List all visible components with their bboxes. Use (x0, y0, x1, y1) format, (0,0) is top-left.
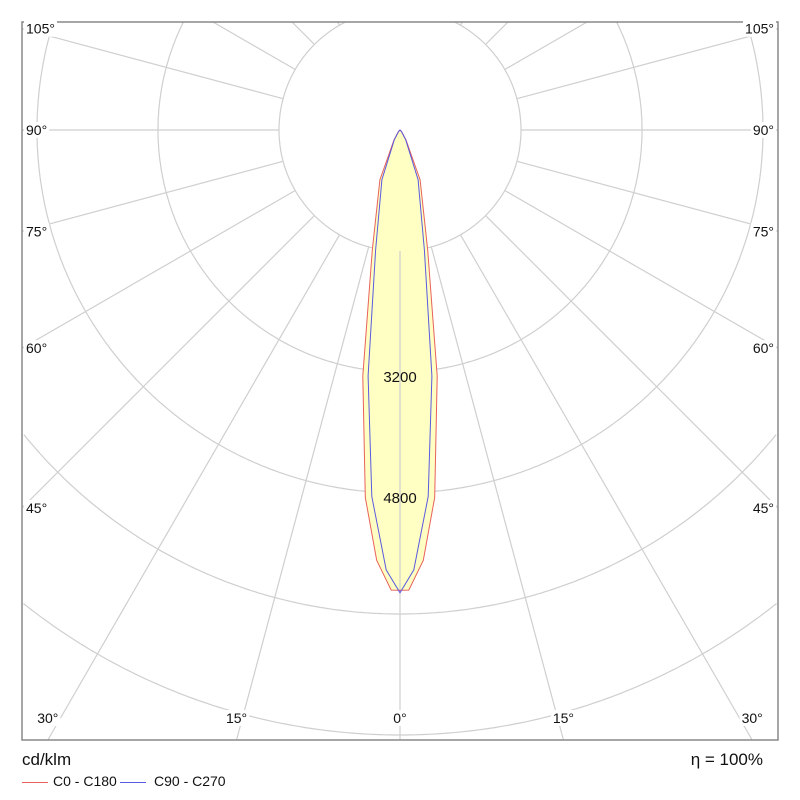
ring-label: 3200 (383, 369, 416, 386)
angle-label-left: 60° (26, 340, 47, 356)
angle-label-right: 90° (753, 122, 774, 138)
grid-ring (400, 21, 643, 373)
angle-label-zero: 0° (393, 710, 406, 726)
label-bg (24, 223, 50, 240)
grid-ring (23, 603, 400, 736)
grid-ring (400, 603, 777, 736)
unit-label: cd/klm (22, 750, 72, 769)
label-bg (391, 710, 409, 726)
grid-spoke (459, 234, 753, 741)
grid-spoke (21, 215, 315, 509)
grid-spoke (47, 234, 341, 741)
angle-label-left: 75° (26, 223, 47, 239)
label-bg (739, 710, 765, 726)
label-bg (24, 500, 50, 516)
angle-label-right: 105° (745, 21, 774, 37)
grid-spoke (504, 189, 779, 349)
grid-spoke (21, 189, 296, 349)
grid-spoke (291, 21, 315, 45)
grid-ring (36, 23, 400, 494)
angle-label-right: 60° (753, 340, 774, 356)
label-bg (24, 20, 57, 37)
grid-spoke (430, 246, 565, 741)
label-bg (750, 223, 776, 240)
grid-spoke (212, 21, 296, 71)
label-bg (550, 710, 577, 726)
grid-ring (278, 21, 400, 252)
grid-spoke (516, 160, 779, 232)
label-bg (24, 340, 50, 357)
series-line-c0-c180 (362, 129, 438, 591)
grid-spoke (21, 28, 284, 100)
angle-label-left: 15° (226, 710, 247, 726)
angle-label-right: 30° (742, 710, 763, 726)
angle-label-left: 45° (26, 500, 47, 516)
label-bg (750, 340, 776, 357)
ring-label: 4800 (383, 490, 416, 507)
grid-spoke (516, 28, 779, 100)
angle-label-right: 45° (753, 500, 774, 516)
label-bg (743, 20, 776, 37)
legend-label-c0: C0 - C180 (53, 773, 117, 789)
angle-label-left: 90° (26, 122, 47, 138)
grid-spoke (235, 246, 370, 741)
label-bg (35, 710, 61, 726)
grid-spoke (485, 215, 779, 509)
label-bg (24, 122, 50, 138)
angle-label-right: 75° (753, 223, 774, 239)
angle-label-right: 15° (553, 710, 574, 726)
label-bg (223, 710, 250, 726)
label-bg (750, 122, 776, 138)
series-line-c90-c270 (367, 129, 433, 594)
grid-spoke (485, 21, 509, 45)
grid-spoke (504, 21, 588, 71)
grid-ring (157, 21, 400, 373)
grid-ring (400, 434, 777, 615)
grid-spoke (21, 160, 284, 232)
grid-ring (400, 23, 764, 494)
angle-label-left: 30° (37, 710, 58, 726)
angle-label-left: 105° (26, 21, 55, 37)
grid-ring (400, 21, 522, 252)
legend-line-c0 (22, 782, 48, 783)
label-bg (750, 500, 776, 516)
legend-line-c90 (120, 782, 146, 783)
plot-frame (21, 21, 779, 741)
grid-ring (23, 434, 400, 615)
efficiency-label: η = 100% (690, 750, 763, 769)
legend-label-c90: C90 - C270 (154, 773, 226, 789)
